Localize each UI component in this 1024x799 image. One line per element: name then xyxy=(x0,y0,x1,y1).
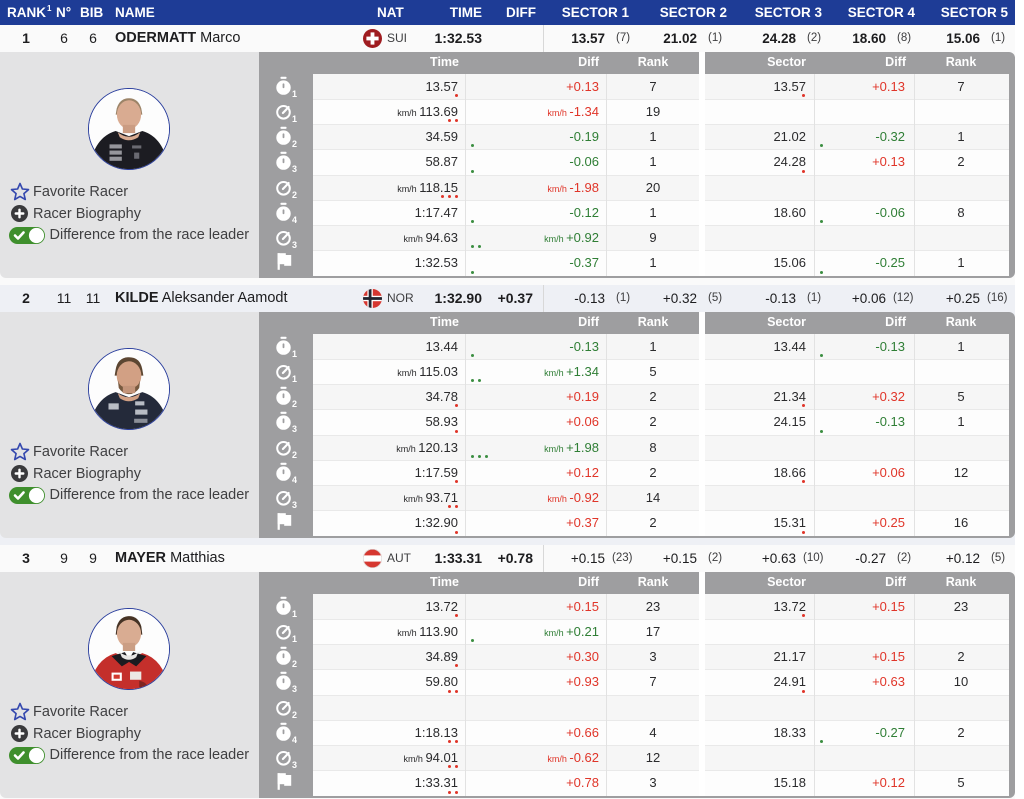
svg-text:3: 3 xyxy=(292,240,297,249)
svg-text:3: 3 xyxy=(292,424,297,433)
svg-text:2: 2 xyxy=(292,710,297,719)
svg-text:3: 3 xyxy=(292,164,297,173)
svg-text:2: 2 xyxy=(292,139,297,148)
svg-text:4: 4 xyxy=(292,475,297,484)
svg-text:1: 1 xyxy=(292,634,297,643)
svg-text:2: 2 xyxy=(292,659,297,668)
svg-text:1: 1 xyxy=(292,114,297,123)
svg-text:2: 2 xyxy=(292,399,297,408)
svg-text:1: 1 xyxy=(292,374,297,383)
svg-text:3: 3 xyxy=(292,500,297,509)
svg-text:4: 4 xyxy=(292,215,297,224)
svg-text:2: 2 xyxy=(292,190,297,199)
svg-text:1: 1 xyxy=(292,89,297,98)
svg-text:3: 3 xyxy=(292,760,297,769)
svg-text:3: 3 xyxy=(292,684,297,693)
svg-text:4: 4 xyxy=(292,735,297,744)
svg-text:2: 2 xyxy=(292,450,297,459)
svg-text:1: 1 xyxy=(292,609,297,618)
svg-text:1: 1 xyxy=(292,349,297,358)
